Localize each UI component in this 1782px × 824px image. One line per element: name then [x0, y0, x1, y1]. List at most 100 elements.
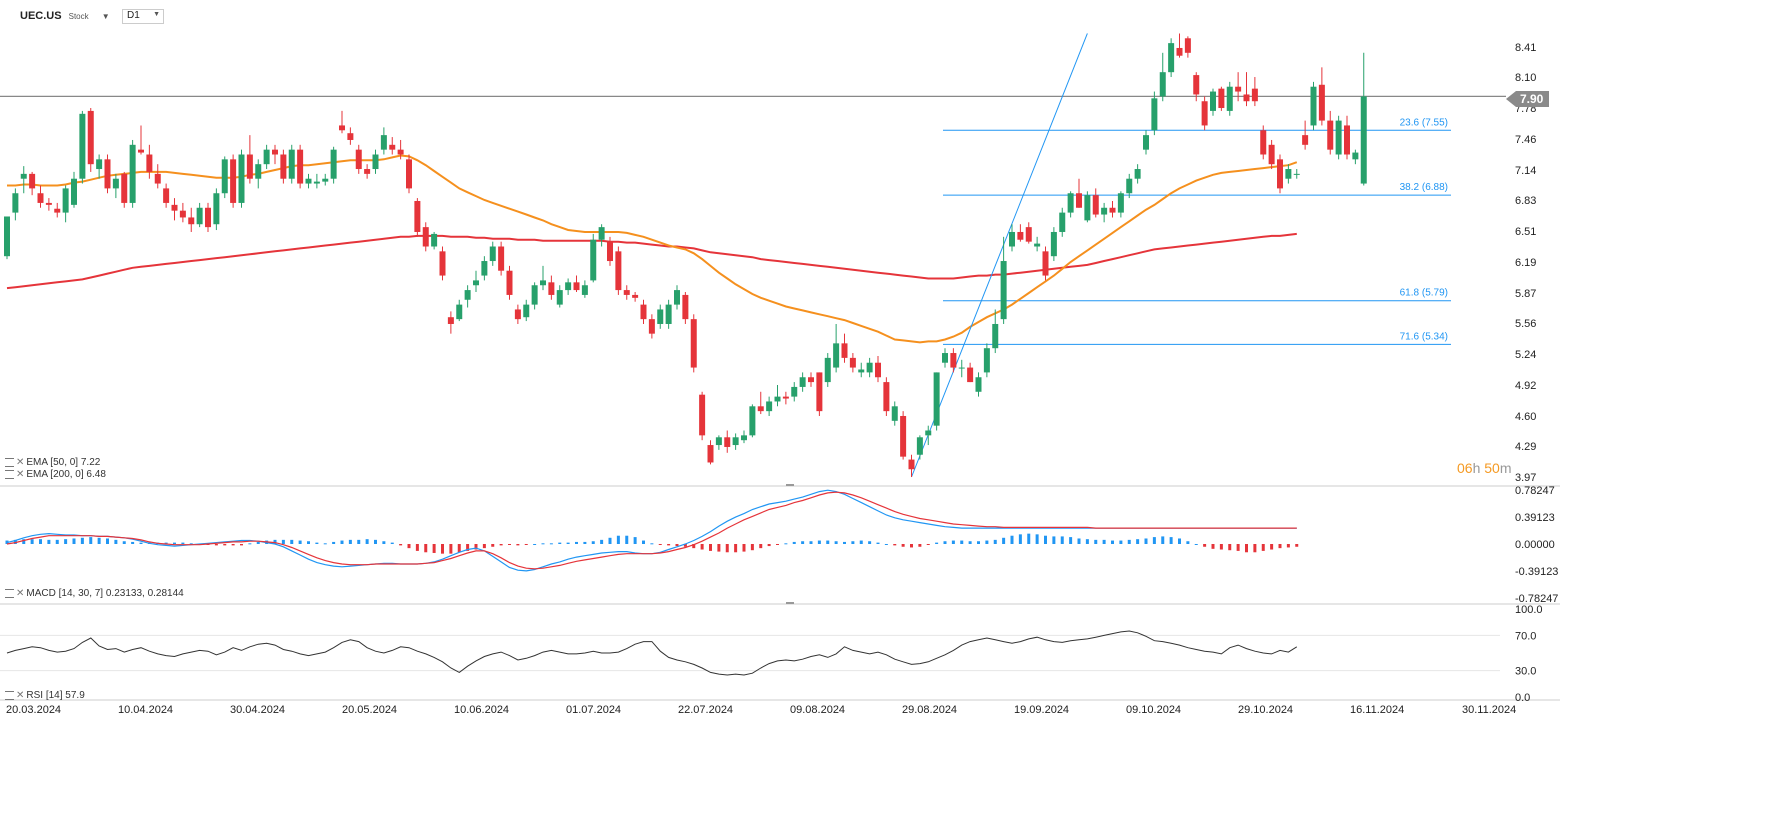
macd-tick-label: 0.39123	[1515, 512, 1555, 524]
macd-tick-label: 0.78247	[1515, 485, 1555, 497]
ema200-legend[interactable]: ✕ EMA [200, 0] 6.48	[5, 469, 106, 480]
rsi-legend[interactable]: ✕ RSI [14] 57.9	[5, 690, 85, 701]
candle	[766, 396, 773, 416]
macd-histogram-bar	[843, 541, 846, 544]
candle	[1143, 130, 1149, 155]
candle	[280, 149, 287, 184]
trendline[interactable]	[911, 33, 1088, 478]
candle	[506, 265, 513, 300]
macd-histogram-bar	[1270, 544, 1274, 550]
candle-body	[1277, 159, 1283, 189]
macd-histogram-bar	[231, 544, 235, 546]
macd-histogram-bar	[776, 544, 779, 545]
date-tick-label: 22.07.2024	[678, 704, 733, 716]
candle	[473, 270, 479, 293]
candle	[263, 144, 270, 170]
close-icon[interactable]: ✕	[16, 690, 25, 701]
macd-histogram-bar	[357, 539, 361, 544]
candle-body	[657, 309, 664, 324]
macd-histogram-bar	[281, 539, 285, 544]
candle	[925, 425, 932, 446]
candle-body	[1285, 169, 1292, 179]
candle-body	[213, 193, 220, 225]
macd-histogram-bar	[415, 544, 419, 551]
macd-histogram-bar	[1069, 537, 1073, 544]
macd-histogram-bar	[608, 537, 612, 544]
candle-body	[87, 110, 94, 165]
close-icon[interactable]: ✕	[16, 469, 25, 480]
macd-histogram-bar	[951, 540, 955, 544]
settings-icon[interactable]	[5, 457, 14, 467]
macd-histogram-bar	[491, 544, 495, 547]
current-price-tag: 7.90	[1506, 91, 1550, 107]
date-tick-label: 10.04.2024	[118, 704, 173, 716]
macd-histogram-bar	[1236, 544, 1240, 551]
rsi-panel	[0, 630, 1500, 676]
macd-histogram-bar	[1111, 540, 1114, 544]
candle	[615, 246, 622, 295]
candle	[447, 311, 454, 334]
candle	[1327, 110, 1334, 155]
macd-histogram-bar	[1194, 544, 1198, 545]
candle-body	[632, 294, 639, 298]
macd-histogram-bar	[256, 541, 260, 544]
macd-histogram-bar	[935, 542, 939, 544]
candle-body	[1268, 144, 1275, 165]
candle-body	[1059, 212, 1066, 232]
macd-histogram-bar	[499, 544, 503, 546]
settings-icon[interactable]	[5, 588, 14, 598]
price-tick-label: 8.10	[1515, 72, 1536, 84]
macd-histogram-bar	[1002, 537, 1006, 544]
candle-body	[1201, 101, 1208, 126]
candle	[1243, 72, 1250, 107]
candle-body	[925, 430, 932, 436]
candle-body	[598, 227, 605, 240]
macd-legend[interactable]: ✕ MACD [14, 30, 7] 0.23133, 0.28144	[5, 588, 184, 599]
candle-body	[1034, 243, 1041, 247]
close-icon[interactable]: ✕	[16, 457, 25, 468]
macd-histogram-bar	[390, 542, 394, 544]
candle	[121, 171, 128, 208]
macd-histogram-bar	[524, 544, 528, 545]
candle	[565, 278, 572, 295]
timeframe-select[interactable]: D1 ▼	[122, 9, 164, 24]
chevron-down-icon[interactable]: ▼	[101, 12, 110, 21]
candle-body	[355, 149, 362, 170]
candle	[87, 108, 94, 172]
macd-histogram-bar	[667, 544, 671, 546]
macd-histogram-bar	[1136, 539, 1140, 544]
macd-histogram-bar	[432, 544, 436, 553]
candle-body	[1109, 207, 1116, 213]
candle	[715, 435, 722, 450]
candle	[782, 391, 789, 405]
macd-histogram-bar	[1286, 544, 1290, 548]
candle-body	[456, 304, 463, 320]
candle	[598, 224, 605, 247]
candle-body	[221, 159, 228, 194]
candle-body	[330, 149, 337, 179]
close-icon[interactable]: ✕	[16, 588, 25, 599]
macd-histogram-bar	[575, 541, 578, 544]
macd-histogram-bar	[114, 539, 118, 544]
candle-body	[590, 239, 597, 281]
macd-histogram-bar	[307, 541, 310, 544]
candle-body	[682, 294, 689, 320]
panel-resize-handle	[786, 602, 794, 604]
ema50-legend[interactable]: ✕ EMA [50, 0] 7.22	[5, 457, 100, 468]
candle	[431, 231, 438, 250]
countdown-hours: 06	[1457, 460, 1473, 476]
price-tick-label: 4.92	[1515, 380, 1536, 392]
price-tick-label: 6.19	[1515, 257, 1536, 269]
candle-body	[506, 270, 513, 295]
macd-histogram-bar	[893, 544, 897, 546]
candle-body	[523, 304, 530, 318]
candle-body	[1193, 75, 1200, 95]
candle	[514, 304, 521, 324]
candle-body	[196, 207, 203, 225]
settings-icon[interactable]	[5, 690, 14, 700]
symbol-header[interactable]: UEC.US Stock ▼	[20, 10, 110, 22]
settings-icon[interactable]	[5, 469, 14, 479]
fibonacci-levels[interactable]: 23.6 (7.55) 38.2 (6.88) 61.8 (5.79) 71.6 (5…	[943, 117, 1451, 345]
date-tick-label: 01.07.2024	[566, 704, 621, 716]
